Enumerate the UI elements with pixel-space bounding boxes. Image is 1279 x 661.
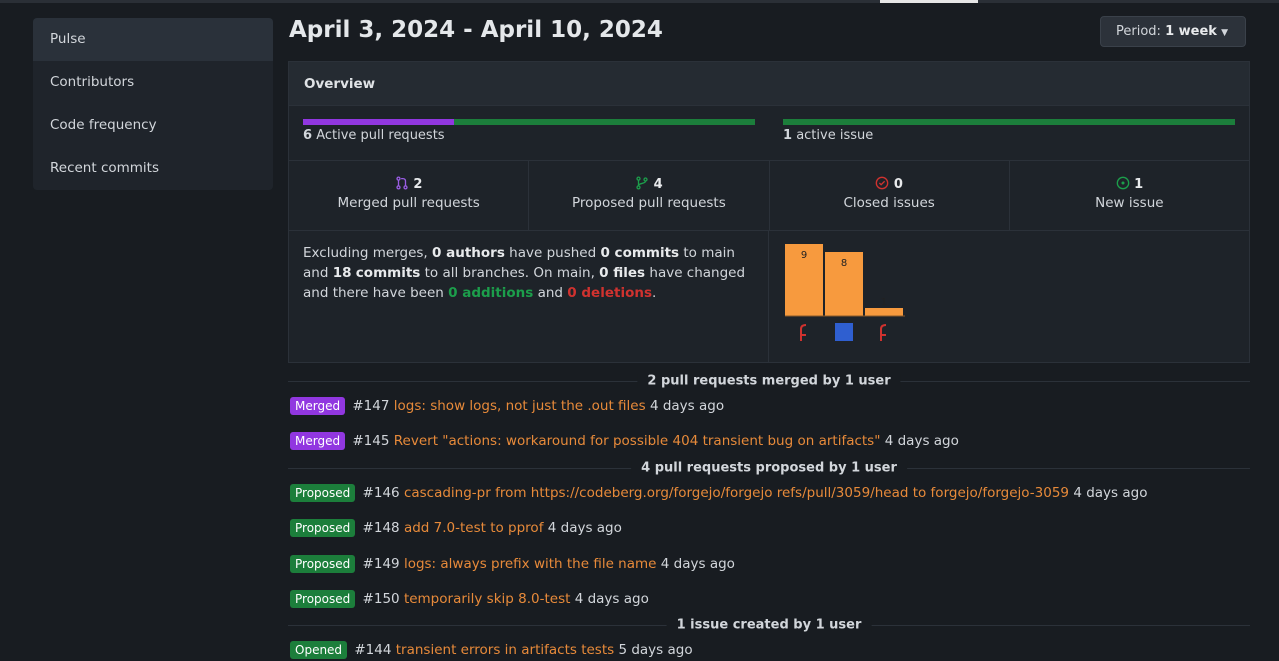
caret-down-icon: ▼ xyxy=(1221,28,1228,38)
stat-new-issues[interactable]: 1 New issue xyxy=(1095,176,1164,211)
chart-data-label: 8 xyxy=(841,258,847,269)
period-dropdown[interactable]: Period: 1 week ▼ xyxy=(1100,16,1246,47)
pr-progress-bar xyxy=(303,119,755,125)
item-time: 4 days ago xyxy=(660,556,735,572)
status-badge: Merged xyxy=(290,397,346,415)
section-issues-divider: 1 issue created by 1 user xyxy=(288,617,1250,633)
sidebar-item-code-frequency[interactable]: Code frequency xyxy=(50,117,157,133)
issue-closed-icon xyxy=(875,176,889,190)
chart-bar[interactable] xyxy=(825,252,863,316)
git-branch-icon xyxy=(636,176,648,190)
item-number: #148 xyxy=(362,520,400,536)
item-time: 4 days ago xyxy=(547,520,622,536)
sidebar-item-pulse[interactable]: Pulse xyxy=(33,18,273,61)
list-item: Merged #145 Revert "actions: workaround … xyxy=(290,432,959,450)
forgejo-logo-icon xyxy=(880,324,887,341)
chart-data-label: 1 xyxy=(881,297,887,308)
chart-data-label: 9 xyxy=(801,250,807,261)
item-time: 4 days ago xyxy=(574,591,649,607)
item-title-link[interactable]: Revert "actions: workaround for possible… xyxy=(393,433,881,449)
stat-proposed-prs[interactable]: 4 Proposed pull requests xyxy=(529,161,770,230)
list-item: Opened #144 transient errors in artifact… xyxy=(290,641,693,659)
item-title-link[interactable]: logs: always prefix with the file name xyxy=(403,556,657,572)
pr-count: 6 xyxy=(303,128,313,143)
page-title: April 3, 2024 - April 10, 2024 xyxy=(289,17,663,43)
sidebar-item-recent-commits[interactable]: Recent commits xyxy=(50,160,160,176)
issue-opened-icon xyxy=(1116,176,1129,190)
item-title-link[interactable]: cascading-pr from https://codeberg.org/f… xyxy=(403,485,1070,501)
status-badge: Proposed xyxy=(290,590,356,608)
item-title-link[interactable]: temporarily skip 8.0-test xyxy=(403,591,571,607)
stat-closed-issues[interactable]: 0 Closed issues xyxy=(770,161,1010,230)
item-title-link[interactable]: transient errors in artifacts tests xyxy=(395,642,615,658)
status-badge: Opened xyxy=(290,641,348,659)
issue-count: 1 xyxy=(783,128,793,143)
item-title-link[interactable]: add 7.0-test to pprof xyxy=(403,520,544,536)
active-tab-indicator xyxy=(880,0,978,3)
item-title-link[interactable]: logs: show logs, not just the .out files xyxy=(393,398,646,414)
section-merged-title: 2 pull requests merged by 1 user xyxy=(637,373,901,389)
item-number: #150 xyxy=(362,591,400,607)
overview-panel: Overview 6 Active pull requests 1 active… xyxy=(288,61,1250,363)
chart-bar[interactable] xyxy=(865,308,903,316)
list-item: Proposed #148 add 7.0-test to pprof 4 da… xyxy=(290,519,622,537)
contributor-avatar[interactable] xyxy=(835,323,853,341)
list-item: Merged #147 logs: show logs, not just th… xyxy=(290,397,724,415)
git-merge-icon xyxy=(396,176,408,190)
commit-summary: Excluding merges, 0 authors have pushed … xyxy=(289,231,769,362)
section-merged-divider: 2 pull requests merged by 1 user xyxy=(288,373,1250,389)
issue-progress-bar xyxy=(783,119,1235,125)
forgejo-logo-icon xyxy=(800,324,807,341)
period-value: 1 week xyxy=(1165,24,1217,39)
list-item: Proposed #146 cascading-pr from https://… xyxy=(290,484,1147,502)
sidebar-item-contributors[interactable]: Contributors xyxy=(50,74,135,90)
status-badge: Proposed xyxy=(290,484,356,502)
item-time: 4 days ago xyxy=(1073,485,1148,501)
section-proposed-title: 4 pull requests proposed by 1 user xyxy=(631,460,907,476)
item-number: #147 xyxy=(352,398,390,414)
status-badge: Proposed xyxy=(290,519,356,537)
section-issues-title: 1 issue created by 1 user xyxy=(666,617,872,633)
overview-title: Overview xyxy=(289,62,1249,106)
item-number: #144 xyxy=(354,642,392,658)
item-time: 4 days ago xyxy=(649,398,725,414)
item-number: #145 xyxy=(352,433,390,449)
active-prs-link[interactable]: Active pull requests xyxy=(316,128,445,143)
item-number: #146 xyxy=(362,485,400,501)
stat-merged-prs[interactable]: 2 Merged pull requests xyxy=(289,161,530,230)
active-issues-link[interactable]: active issue xyxy=(796,128,874,143)
period-label: Period: xyxy=(1116,24,1161,39)
item-time: 5 days ago xyxy=(618,642,693,658)
chart-bar[interactable] xyxy=(785,244,823,316)
contributors-chart: 9 8 1 xyxy=(769,231,1249,362)
section-proposed-divider: 4 pull requests proposed by 1 user xyxy=(288,460,1250,476)
item-number: #149 xyxy=(362,556,400,572)
item-time: 4 days ago xyxy=(884,433,959,449)
status-badge: Proposed xyxy=(290,555,356,573)
sidebar: Pulse Contributors Code frequency Recent… xyxy=(33,18,273,190)
list-item: Proposed #149 logs: always prefix with t… xyxy=(290,555,735,573)
list-item: Proposed #150 temporarily skip 8.0-test … xyxy=(290,590,649,608)
status-badge: Merged xyxy=(290,432,346,450)
